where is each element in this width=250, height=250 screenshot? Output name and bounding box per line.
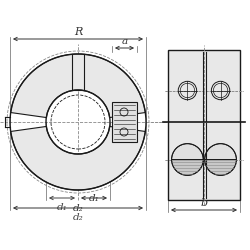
Text: b: b <box>200 198 207 208</box>
Wedge shape <box>205 160 236 175</box>
Wedge shape <box>172 160 203 175</box>
Wedge shape <box>172 144 203 160</box>
PathPatch shape <box>11 54 145 118</box>
Text: a: a <box>122 37 128 46</box>
Text: R: R <box>74 27 82 37</box>
Text: d₂: d₂ <box>72 213 84 222</box>
PathPatch shape <box>11 126 145 190</box>
Text: d₂: d₂ <box>72 204 84 213</box>
Bar <box>168 50 240 200</box>
Text: d₁: d₁ <box>56 203 68 212</box>
Wedge shape <box>205 144 236 160</box>
Bar <box>112 102 137 142</box>
Text: d₁: d₁ <box>88 194 100 203</box>
